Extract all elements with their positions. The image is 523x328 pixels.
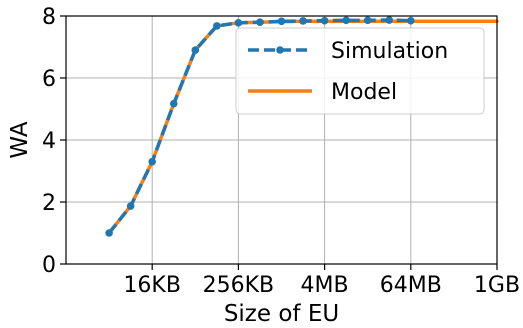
x-tick-label: 256KB [203,273,275,298]
plot-series [105,16,499,237]
simulation-point [213,22,221,30]
simulation-point [105,229,113,237]
x-tick-label: 64MB [380,273,442,298]
axis-ticks: 16KB 256KB 4MB 64MB 1GB 0 2 4 6 8 [42,5,520,298]
simulation-point [320,16,329,25]
y-tick-label: 8 [42,5,56,30]
y-tick-label: 2 [42,191,56,216]
simulation-point [234,19,243,27]
simulation-point [169,99,178,108]
simulation-point [191,46,200,54]
y-tick-label: 4 [42,129,56,154]
x-tick-label: 16KB [123,273,181,298]
legend-simulation-label: Simulation [331,39,448,64]
simulation-point [342,16,350,25]
simulation-point [126,202,135,210]
simulation-point [407,16,415,25]
simulation-point [256,18,264,27]
simulation-point [148,157,156,166]
simulation-point [277,17,286,26]
y-tick-label: 0 [42,253,56,278]
simulation-point [363,16,372,25]
y-tick-label: 6 [42,67,56,92]
legend-simulation-marker [276,46,284,54]
simulation-point [385,16,394,24]
y-axis-title: WA [7,121,33,158]
legend: Simulation Model [235,27,485,115]
x-tick-label: 4MB [301,273,349,298]
x-axis-title: Size of EU [224,301,339,327]
x-tick-label: 1GB [474,273,520,298]
simulation-point [299,17,307,25]
legend-model-label: Model [331,80,397,105]
